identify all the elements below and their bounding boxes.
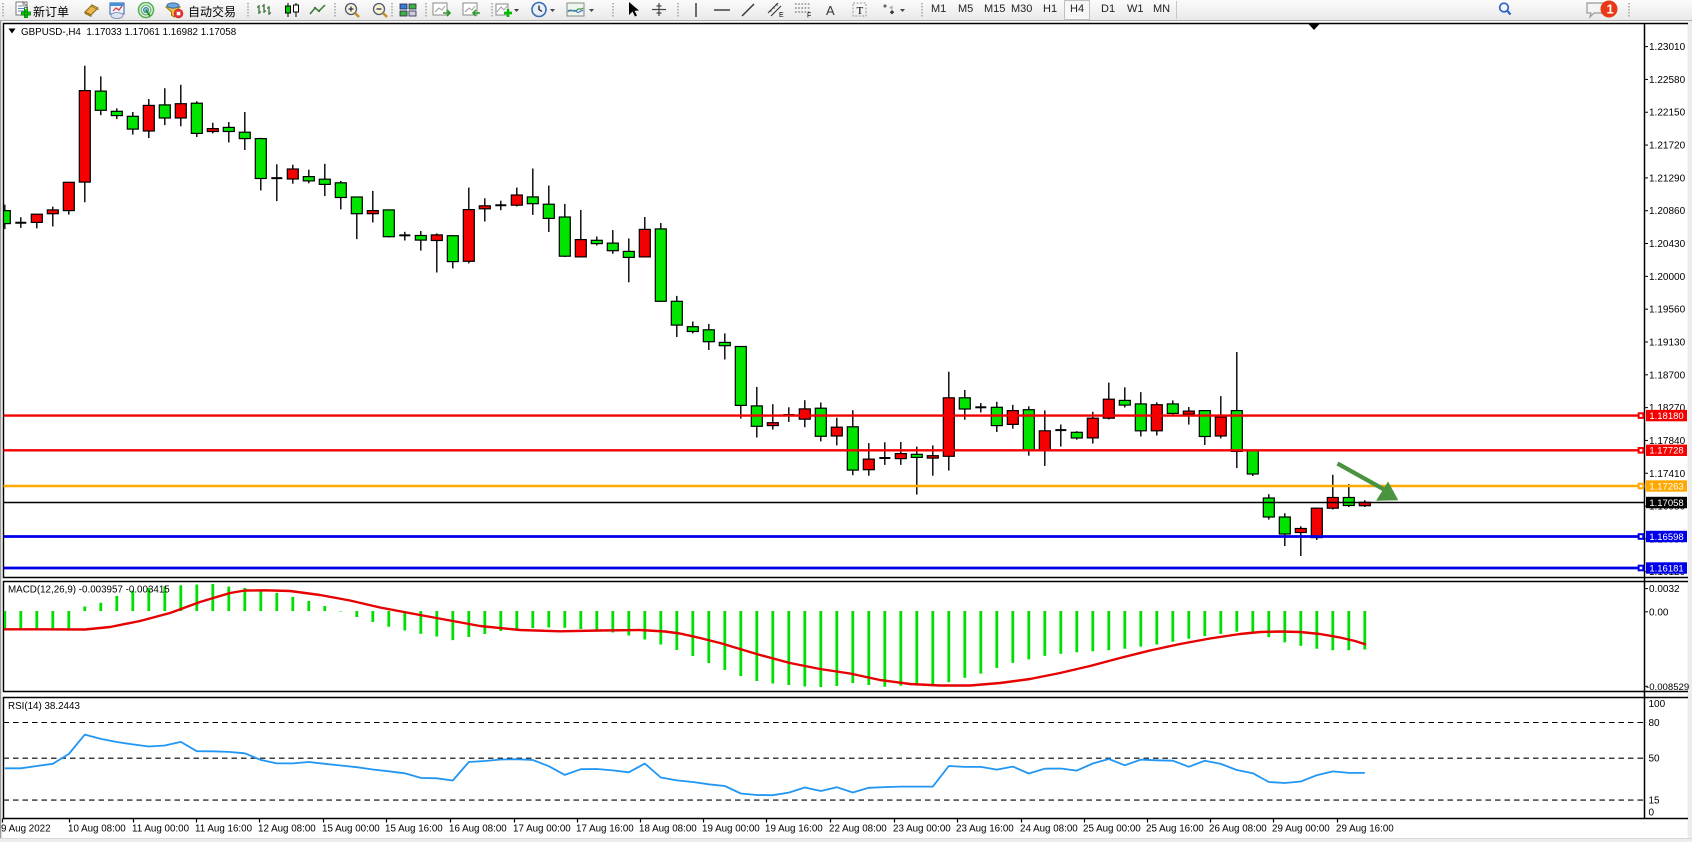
svg-text:1.18180: 1.18180 <box>1649 411 1683 422</box>
svg-text:10 Aug 08:00: 10 Aug 08:00 <box>68 824 126 835</box>
svg-text:17 Aug 16:00: 17 Aug 16:00 <box>576 824 634 835</box>
svg-text:1.22580: 1.22580 <box>1649 75 1686 86</box>
svg-text:22 Aug 08:00: 22 Aug 08:00 <box>829 824 887 835</box>
svg-text:0.00: 0.00 <box>1649 607 1669 618</box>
svg-text:25 Aug 00:00: 25 Aug 00:00 <box>1083 824 1141 835</box>
svg-text:1.21290: 1.21290 <box>1649 173 1686 184</box>
svg-text:12 Aug 08:00: 12 Aug 08:00 <box>258 824 316 835</box>
svg-text:29 Aug 00:00: 29 Aug 00:00 <box>1272 824 1330 835</box>
svg-text:T: T <box>857 5 864 17</box>
svg-text:GBPUSD-,H4 1.17033 1.17061 1.: GBPUSD-,H4 1.17033 1.17061 1.16982 1.170… <box>21 27 237 38</box>
svg-text:1.23010: 1.23010 <box>1649 42 1686 53</box>
svg-text:24 Aug 08:00: 24 Aug 08:00 <box>1020 824 1078 835</box>
svg-text:19 Aug 16:00: 19 Aug 16:00 <box>765 824 823 835</box>
svg-text:15: 15 <box>1649 796 1661 807</box>
svg-text:29 Aug 16:00: 29 Aug 16:00 <box>1336 824 1394 835</box>
svg-text:11 Aug 16:00: 11 Aug 16:00 <box>195 824 253 835</box>
svg-text:15 Aug 00:00: 15 Aug 00:00 <box>322 824 380 835</box>
svg-text:1.17410: 1.17410 <box>1649 469 1686 480</box>
svg-text:100: 100 <box>1649 699 1666 710</box>
svg-text:0: 0 <box>1649 807 1655 818</box>
svg-text:-0.008529: -0.008529 <box>1646 682 1689 693</box>
svg-text:1: 1 <box>1607 2 1614 17</box>
svg-text:23 Aug 00:00: 23 Aug 00:00 <box>893 824 951 835</box>
svg-text:50: 50 <box>1649 754 1661 765</box>
svg-text:1.19560: 1.19560 <box>1649 305 1686 316</box>
svg-text:1.21720: 1.21720 <box>1649 141 1686 152</box>
svg-text:17 Aug 00:00: 17 Aug 00:00 <box>513 824 571 835</box>
svg-text:1.20000: 1.20000 <box>1649 272 1686 283</box>
svg-text:80: 80 <box>1649 718 1661 729</box>
svg-text:1.18700: 1.18700 <box>1649 370 1686 381</box>
svg-text:RSI(14) 38.2443: RSI(14) 38.2443 <box>8 701 80 712</box>
svg-text:19 Aug 00:00: 19 Aug 00:00 <box>702 824 760 835</box>
svg-text:1.16598: 1.16598 <box>1649 532 1683 543</box>
svg-text:25 Aug 16:00: 25 Aug 16:00 <box>1146 824 1204 835</box>
svg-text:E: E <box>779 12 784 18</box>
svg-text:9 Aug 2022: 9 Aug 2022 <box>1 824 51 835</box>
svg-text:1.22150: 1.22150 <box>1649 108 1686 119</box>
svg-text:16 Aug 08:00: 16 Aug 08:00 <box>449 824 507 835</box>
svg-text:15 Aug 16:00: 15 Aug 16:00 <box>385 824 443 835</box>
svg-text:1.17728: 1.17728 <box>1649 446 1683 457</box>
svg-text:1.20430: 1.20430 <box>1649 239 1686 250</box>
svg-text:1.17058: 1.17058 <box>1649 498 1683 509</box>
svg-text:1.20860: 1.20860 <box>1649 206 1686 217</box>
svg-text:11 Aug 00:00: 11 Aug 00:00 <box>132 824 190 835</box>
svg-text:0.0032: 0.0032 <box>1649 584 1680 595</box>
svg-text:MACD(12,26,9) -0.003957 -0.003: MACD(12,26,9) -0.003957 -0.003415 <box>8 585 170 596</box>
svg-text:1.17263: 1.17263 <box>1649 481 1683 492</box>
svg-text:1.16181: 1.16181 <box>1649 563 1683 574</box>
svg-text:1.19130: 1.19130 <box>1649 337 1686 348</box>
svg-text:23 Aug 16:00: 23 Aug 16:00 <box>956 824 1014 835</box>
svg-text:18 Aug 08:00: 18 Aug 08:00 <box>639 824 697 835</box>
svg-text:F: F <box>807 13 811 19</box>
svg-text:26 Aug 08:00: 26 Aug 08:00 <box>1209 824 1267 835</box>
